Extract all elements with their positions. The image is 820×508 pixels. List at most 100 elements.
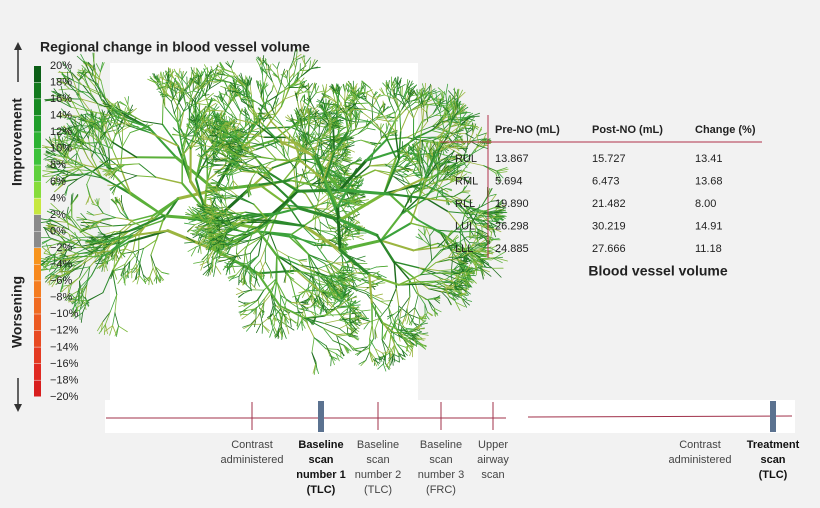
vessel <box>220 117 228 124</box>
vessel <box>100 241 130 258</box>
vessel <box>347 277 356 282</box>
vessel <box>164 94 172 102</box>
vessel <box>331 356 335 366</box>
vessel <box>224 197 239 200</box>
vessel <box>228 81 236 89</box>
vessel <box>290 218 314 236</box>
vessel <box>209 194 217 198</box>
vessel <box>114 294 118 314</box>
vessel <box>236 287 244 293</box>
vessel <box>241 156 258 161</box>
vessel <box>70 194 73 205</box>
vessel <box>53 88 61 97</box>
vessel <box>110 141 138 158</box>
vessel <box>342 84 346 93</box>
vessel <box>320 114 327 119</box>
vessel <box>300 320 303 331</box>
vessel <box>246 96 252 109</box>
vessel <box>70 138 84 147</box>
vessel <box>376 118 389 122</box>
vessel <box>207 215 214 222</box>
vessel <box>80 241 105 247</box>
vessel <box>87 246 97 249</box>
vessel <box>203 179 209 211</box>
vessel <box>92 126 94 139</box>
vessel <box>258 183 290 207</box>
vessel <box>60 263 63 275</box>
vessel <box>101 217 117 222</box>
vessel <box>72 101 91 112</box>
vessel <box>243 265 251 276</box>
vessel <box>359 199 369 202</box>
vessel <box>271 93 279 111</box>
vessel <box>273 140 283 148</box>
vessel <box>329 96 339 104</box>
vessel <box>323 176 339 208</box>
vessel <box>255 323 262 334</box>
vessel <box>286 324 295 331</box>
vessel <box>311 181 332 185</box>
vessel <box>156 276 161 283</box>
vessel <box>53 91 65 97</box>
vessel <box>318 127 325 140</box>
vessel <box>230 169 238 175</box>
vessel <box>296 114 302 122</box>
vessel <box>181 135 188 157</box>
vessel <box>149 276 154 285</box>
vessel <box>98 225 114 227</box>
vessel <box>129 226 144 236</box>
vessel <box>218 228 228 235</box>
vessel <box>361 309 371 312</box>
vessel <box>324 276 349 288</box>
vessel <box>142 239 157 250</box>
vessel <box>239 310 247 317</box>
vessel <box>223 237 234 243</box>
vessel <box>235 265 245 276</box>
vessel <box>74 147 84 167</box>
vessel <box>248 115 253 127</box>
vessel <box>64 125 78 130</box>
vessel <box>342 225 355 228</box>
vessel <box>99 164 110 168</box>
vessel <box>239 307 248 314</box>
vessel <box>91 220 103 228</box>
vessel <box>308 115 313 126</box>
vessel <box>353 226 361 234</box>
vessel <box>199 78 208 90</box>
vessel <box>50 158 57 169</box>
vessel <box>274 104 277 116</box>
vessel <box>260 86 262 97</box>
vessel <box>228 265 231 275</box>
vessel <box>352 178 359 186</box>
vessel <box>220 85 229 90</box>
vessel <box>264 232 271 250</box>
vessel <box>215 216 228 227</box>
vessel <box>191 123 198 132</box>
vessel <box>72 79 80 96</box>
vessel <box>118 325 128 333</box>
vessel <box>66 116 77 120</box>
vessel <box>250 318 257 325</box>
vessel <box>260 261 266 271</box>
vessel <box>159 80 169 87</box>
vessel <box>296 100 300 111</box>
vessel <box>324 121 330 130</box>
vessel <box>323 152 333 179</box>
vessel <box>218 127 227 134</box>
vessel <box>232 161 239 167</box>
vessel <box>91 141 98 158</box>
vessel <box>45 253 56 259</box>
vessel <box>51 276 59 288</box>
vessel <box>90 237 99 241</box>
vessel <box>170 101 175 114</box>
vessel <box>229 155 236 162</box>
vessel <box>49 258 62 263</box>
vessel <box>286 299 301 310</box>
vessel <box>287 114 293 122</box>
vessel <box>158 273 165 281</box>
vessel <box>191 69 199 77</box>
vessel <box>301 107 305 117</box>
vessel <box>340 291 344 300</box>
vessel <box>191 119 196 127</box>
vessel <box>106 252 113 262</box>
